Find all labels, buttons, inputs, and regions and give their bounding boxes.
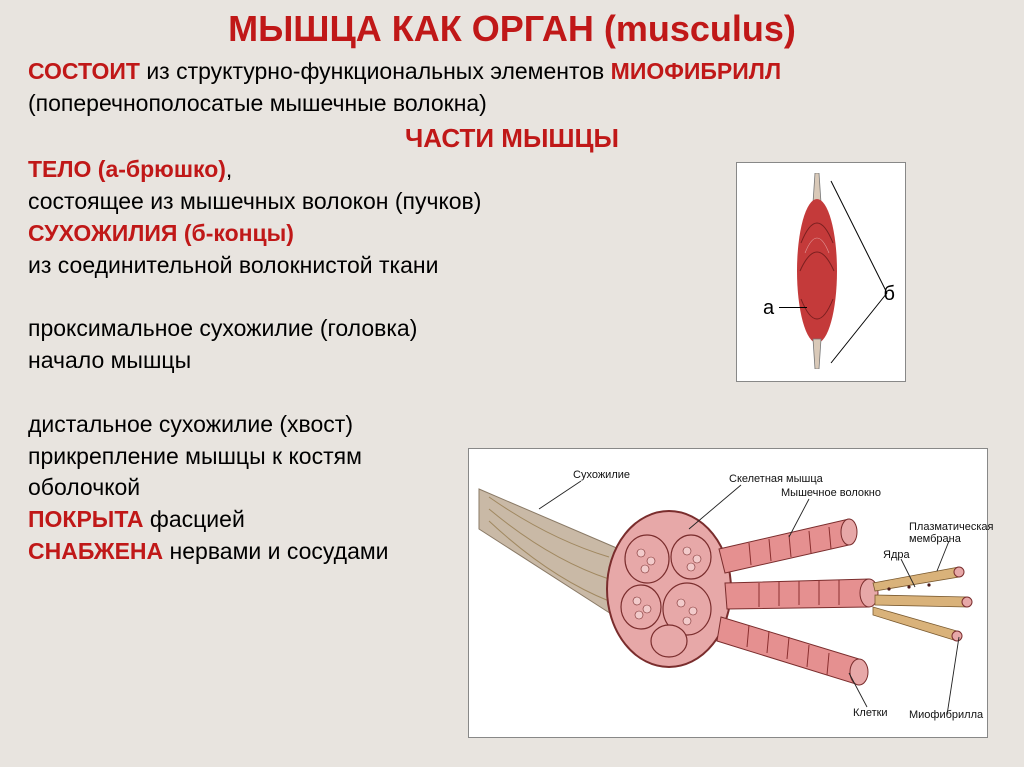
- lead-lines-b: [737, 163, 907, 383]
- fd-label-myofibril: Миофибрилла: [909, 709, 983, 721]
- dist-line-1: дистальное сухожилие (хвост): [28, 409, 996, 441]
- intro-prefix: СОСТОИТ: [28, 58, 146, 84]
- fd-label-tendon: Сухожилие: [573, 469, 630, 481]
- body-tail: ,: [226, 156, 232, 182]
- body-red: ТЕЛО (а-брюшко): [28, 156, 226, 182]
- intro-suffix: МИОФИБРИЛЛ: [611, 58, 781, 84]
- intro-line-1: СОСТОИТ из структурно-функциональных эле…: [28, 56, 996, 88]
- muscle-diagram: а б: [736, 162, 906, 382]
- fd-label-fiber: Мышечное волокно: [781, 487, 881, 499]
- supplied-red: СНАБЖЕНА: [28, 538, 170, 564]
- intro-line-2: (поперечнополосатые мышечные волокна): [28, 88, 996, 120]
- fd-label-plasma: Плазматическая мембрана: [909, 521, 989, 545]
- fiber-diagram: Сухожилие Скелетная мышца Мышечное волок…: [468, 448, 988, 738]
- fd-label-skeletal: Скелетная мышца: [729, 473, 823, 485]
- covered-red: ПОКРЫТА: [28, 506, 150, 532]
- fiber-svg: [469, 449, 989, 739]
- intro-mid: из структурно-функциональных элементов: [146, 58, 610, 84]
- fd-label-nuclei: Ядра: [883, 549, 910, 561]
- parts-subtitle: ЧАСТИ МЫШЦЫ: [28, 123, 996, 154]
- fd-label-cells: Клетки: [853, 707, 888, 719]
- label-b: б: [884, 283, 895, 306]
- covered-tail: фасцией: [150, 506, 245, 532]
- supplied-tail: нервами и сосудами: [170, 538, 389, 564]
- page-title: МЫШЦА КАК ОРГАН (musculus): [0, 0, 1024, 50]
